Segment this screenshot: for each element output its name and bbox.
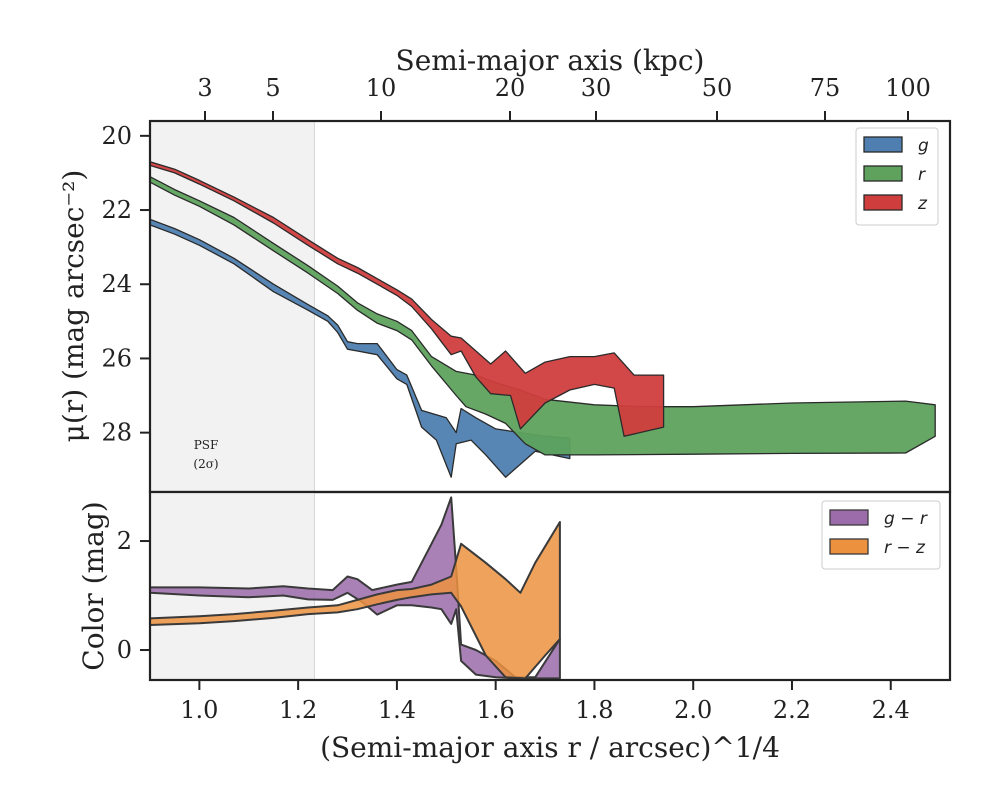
color-profile-panel: 02 1.0 1.2 1.4 1.6 1.8 2.0 2.2 2.4 g − rr − z	[117, 490, 952, 724]
kpc-tick-label: 75	[810, 74, 841, 102]
legend-swatch	[863, 194, 903, 211]
mu-tick-label: 28	[101, 419, 132, 447]
mu-tick-label: 22	[101, 196, 132, 224]
mu-tick-label: 24	[101, 270, 132, 298]
arcsec-tick-label: 1.6	[477, 696, 515, 724]
g-minus-r-color-profile	[150, 496, 561, 680]
legend-swatch	[829, 538, 869, 555]
arcsec-tick-label: 1.4	[378, 696, 416, 724]
color-tick-label: 2	[117, 527, 132, 555]
color-y-axis: 02	[117, 527, 150, 664]
mu-tick-label: 20	[101, 122, 132, 150]
top-x-axis-title: Semi-major axis (kpc)	[396, 44, 705, 77]
surface-brightness-panel: PSF (2σ) 3 5 10 20 30 50 75 100 20 22 24 26 28 grz	[101, 74, 952, 494]
top-kpc-axis: 3 5 10 20 30 50 75 100	[197, 74, 931, 121]
arcsec-x-axis: 1.0 1.2 1.4 1.6 1.8 2.0 2.2 2.4	[180, 680, 910, 724]
arcsec-tick-label: 2.0	[674, 696, 712, 724]
band-g-profile	[150, 218, 571, 478]
arcsec-tick-label: 2.2	[773, 696, 811, 724]
legend-swatch	[863, 165, 903, 182]
surface-brightness-y-axis-title: μ(r) (mag arcsec⁻²)	[57, 170, 90, 443]
kpc-tick-label: 100	[885, 74, 931, 102]
legend-label: z	[917, 194, 928, 214]
bottom-panel-frame	[148, 490, 952, 682]
mu-tick-label: 26	[101, 344, 132, 372]
bottom-x-axis-title: (Semi-major axis r / arcsec)^1/4	[320, 731, 780, 764]
surface-brightness-y-axis: 20 22 24 26 28	[101, 122, 150, 447]
psf-label: PSF	[194, 438, 219, 452]
arcsec-tick-label: 1.8	[575, 696, 613, 724]
r-minus-z-color-profile	[150, 521, 561, 680]
kpc-tick-label: 50	[702, 74, 733, 102]
legend-swatch	[829, 509, 869, 526]
arcsec-tick-label: 2.4	[872, 696, 910, 724]
arcsec-tick-label: 1.2	[279, 696, 317, 724]
band-legend: grz	[855, 127, 939, 226]
legend-label: r − z	[884, 538, 926, 558]
kpc-tick-label: 5	[265, 74, 280, 102]
kpc-tick-label: 10	[366, 74, 397, 102]
psf-sublabel: (2σ)	[193, 457, 218, 471]
band-z-profile	[150, 161, 665, 437]
legend-swatch	[863, 136, 903, 153]
legend-label: r	[918, 165, 926, 185]
legend-label: g	[918, 136, 929, 156]
kpc-tick-label: 3	[197, 74, 212, 102]
arcsec-tick-label: 1.0	[180, 696, 218, 724]
color-legend: g − r r − z	[821, 500, 941, 570]
kpc-tick-label: 30	[581, 74, 612, 102]
psf-shaded-region	[149, 120, 315, 493]
color-y-axis-title: Color (mag)	[77, 501, 110, 670]
color-tick-label: 0	[117, 636, 132, 664]
kpc-tick-label: 20	[495, 74, 526, 102]
legend-label: g − r	[884, 509, 928, 529]
